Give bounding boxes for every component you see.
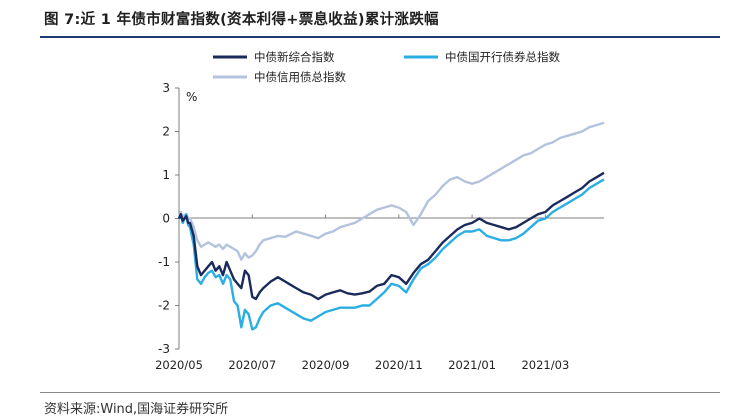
y-tick-label: -2: [158, 299, 170, 313]
y-tick-label: 2: [162, 125, 170, 139]
line-chart: 中债新综合指数 中债国开行债券总指数 中债信用债总指数 % 3 2 1 0 -1 -2 -3…: [155, 50, 605, 372]
series-line-credit: [177, 121, 605, 261]
legend-label-credit: 中债信用债总指数: [254, 70, 346, 84]
title-rule: [40, 36, 720, 38]
x-tick-label: 2020/11: [375, 358, 423, 372]
figure-title: 图 7:近 1 年债市财富指数(资本利得+票息收益)累计涨跌幅: [44, 12, 439, 28]
legend-label-composite: 中债新综合指数: [254, 50, 335, 64]
x-tick-label: 2020/09: [302, 358, 350, 372]
y-tick-label: 0: [162, 212, 170, 226]
series-line-cdb: [177, 178, 605, 331]
y-tick-label: -1: [158, 255, 170, 269]
y-unit-label: %: [186, 90, 197, 104]
x-tick-label: 2020/07: [228, 358, 276, 372]
y-tick-label: 1: [162, 168, 170, 182]
y-tick-label: 3: [162, 81, 170, 95]
y-tick-label: -3: [158, 342, 170, 356]
legend: 中债新综合指数 中债国开行债券总指数 中债信用债总指数: [213, 50, 560, 84]
series-lines: [177, 121, 605, 331]
x-axis-ticks: 2020/05 2020/07 2020/09 2020/11 2021/01 2021/…: [155, 214, 569, 372]
x-tick-label: 2020/05: [155, 358, 203, 372]
y-axis-ticks: 3 2 1 0 -1 -2 -3: [158, 81, 179, 356]
series-line-composite: [177, 171, 605, 301]
source-rule: [40, 392, 720, 393]
source-note: 资料来源:Wind,国海证券研究所: [44, 402, 229, 417]
x-tick-label: 2021/03: [521, 358, 569, 372]
x-tick-label: 2021/01: [448, 358, 496, 372]
legend-label-cdb: 中债国开行债券总指数: [445, 50, 560, 64]
